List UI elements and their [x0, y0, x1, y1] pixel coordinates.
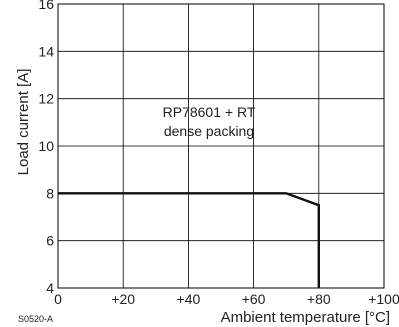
- x-tick-label: +60: [242, 291, 266, 307]
- y-tick-label: 16: [38, 0, 54, 12]
- y-axis-label: Load current [A]: [15, 69, 32, 176]
- x-tick-label: +40: [177, 291, 201, 307]
- annotation-line-1: RP78601 + RT: [163, 104, 256, 120]
- y-tick-label: 10: [38, 138, 54, 154]
- x-tick-label: +20: [111, 291, 135, 307]
- y-tick-label: 4: [46, 280, 54, 296]
- y-tick-label: 8: [46, 185, 54, 201]
- grid: [57, 3, 385, 289]
- y-tick-label: 14: [38, 43, 54, 59]
- x-tick-label: +100: [368, 291, 399, 307]
- y-tick-label: 12: [38, 91, 54, 107]
- x-axis-label: Ambient temperature [°C]: [221, 309, 390, 326]
- x-tick-label: 0: [54, 291, 62, 307]
- plot-frame: [57, 3, 385, 289]
- annotation-line-2: dense packing: [164, 123, 254, 139]
- figure-code: S0520-A: [18, 314, 53, 324]
- derating-curve: [58, 192, 320, 288]
- x-tick-labels: 0 +20 +40 +60 +80 +100: [54, 291, 399, 307]
- y-tick-labels: 4 6 8 10 12 14 16: [38, 0, 54, 296]
- y-tick-label: 6: [46, 233, 54, 249]
- x-tick-label: +80: [307, 291, 331, 307]
- series-layer: [58, 192, 320, 288]
